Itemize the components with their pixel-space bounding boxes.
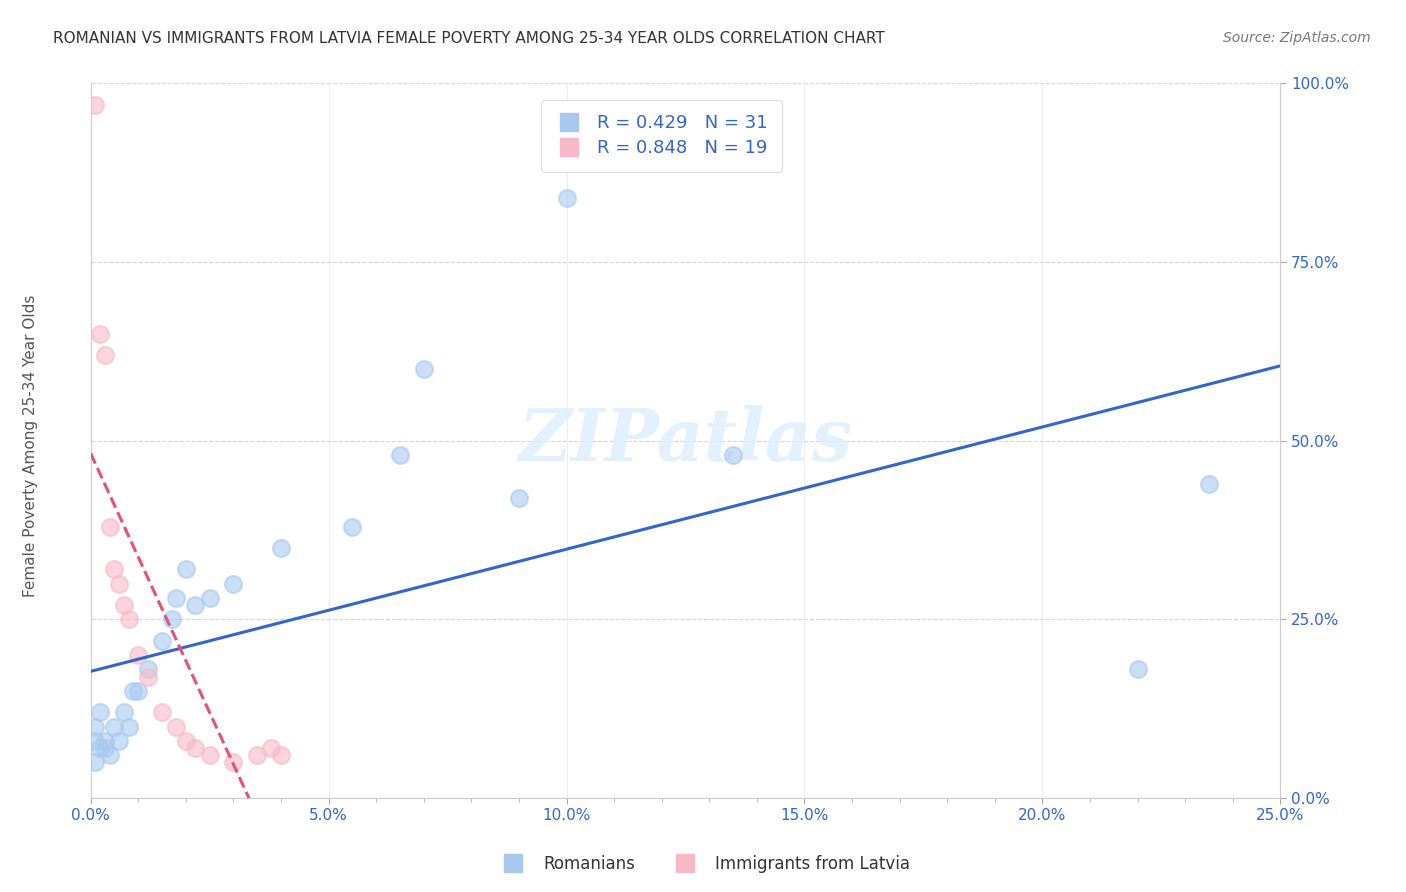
Point <box>108 576 131 591</box>
Point <box>160 612 183 626</box>
Point <box>342 519 364 533</box>
Point <box>94 741 117 756</box>
Point <box>98 748 121 763</box>
Point <box>198 591 221 605</box>
Legend: Romanians, Immigrants from Latvia: Romanians, Immigrants from Latvia <box>489 848 917 880</box>
Point <box>1126 662 1149 676</box>
Point <box>118 612 141 626</box>
Point <box>508 491 530 505</box>
Point <box>89 326 111 341</box>
Point <box>222 756 245 770</box>
Point <box>127 648 149 662</box>
Point <box>165 720 187 734</box>
Point <box>112 598 135 612</box>
Point <box>270 541 292 555</box>
Point <box>184 598 207 612</box>
Point <box>89 741 111 756</box>
Text: ROMANIAN VS IMMIGRANTS FROM LATVIA FEMALE POVERTY AMONG 25-34 YEAR OLDS CORRELAT: ROMANIAN VS IMMIGRANTS FROM LATVIA FEMAL… <box>53 31 886 46</box>
Text: Female Poverty Among 25-34 Year Olds: Female Poverty Among 25-34 Year Olds <box>24 295 38 597</box>
Point <box>84 720 107 734</box>
Point <box>103 562 125 576</box>
Point <box>89 706 111 720</box>
Point <box>174 734 197 748</box>
Point <box>103 720 125 734</box>
Point <box>388 448 411 462</box>
Point <box>721 448 744 462</box>
Point <box>150 706 173 720</box>
Point <box>165 591 187 605</box>
Point <box>127 684 149 698</box>
Point <box>1198 476 1220 491</box>
Text: Source: ZipAtlas.com: Source: ZipAtlas.com <box>1223 31 1371 45</box>
Point <box>98 519 121 533</box>
Point <box>555 191 578 205</box>
Point <box>174 562 197 576</box>
Point <box>84 98 107 112</box>
Point <box>184 741 207 756</box>
Point <box>84 734 107 748</box>
Point <box>118 720 141 734</box>
Text: ZIPatlas: ZIPatlas <box>519 405 852 476</box>
Point <box>84 756 107 770</box>
Point <box>412 362 434 376</box>
Point <box>270 748 292 763</box>
Point <box>222 576 245 591</box>
Point <box>246 748 269 763</box>
Point <box>136 662 159 676</box>
Point <box>112 706 135 720</box>
Legend: R = 0.429   N = 31, R = 0.848   N = 19: R = 0.429 N = 31, R = 0.848 N = 19 <box>541 100 782 172</box>
Point <box>150 633 173 648</box>
Point <box>94 734 117 748</box>
Point <box>198 748 221 763</box>
Point <box>94 348 117 362</box>
Point <box>122 684 145 698</box>
Point <box>108 734 131 748</box>
Point <box>136 669 159 683</box>
Point <box>260 741 283 756</box>
